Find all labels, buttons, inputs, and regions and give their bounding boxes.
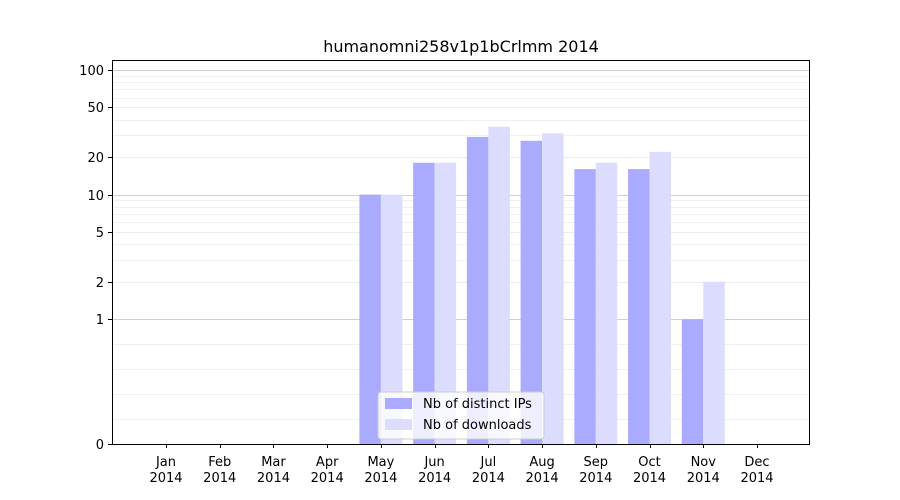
x-tick-label-month: May <box>367 455 394 470</box>
legend-box <box>377 391 545 440</box>
x-tick-label-month: Nov <box>691 455 717 470</box>
y-tick-label: 0 <box>96 438 104 453</box>
x-tick-label-month: Aug <box>529 455 554 470</box>
bar-distinct-ips <box>681 319 704 444</box>
bar-downloads <box>595 162 618 444</box>
legend-label-ips: Nb of distinct IPs <box>423 397 532 412</box>
chart-title: humanomni258v1p1bCrlmm 2014 <box>323 37 599 56</box>
x-tick-label-month: Jan <box>155 455 176 470</box>
x-tick-label-year: 2014 <box>526 471 559 486</box>
x-tick-label-year: 2014 <box>311 471 344 486</box>
x-tick-label-month: Dec <box>744 455 769 470</box>
y-tick-label: 5 <box>96 226 104 241</box>
bar-distinct-ips <box>520 140 543 444</box>
bars-layer <box>359 126 725 445</box>
x-tick-label-month: Sep <box>584 455 609 470</box>
x-axis: Jan2014Feb2014Mar2014Apr2014May2014Jun20… <box>149 444 774 486</box>
x-tick-label-year: 2014 <box>740 471 773 486</box>
x-tick-label-year: 2014 <box>418 471 451 486</box>
bar-downloads <box>703 281 725 444</box>
bar-distinct-ips <box>628 169 650 444</box>
bar-distinct-ips <box>574 169 596 444</box>
x-tick-label-year: 2014 <box>633 471 666 486</box>
legend-swatch-ips <box>385 398 412 409</box>
x-tick-label-month: Mar <box>261 455 286 470</box>
bar-distinct-ips <box>359 194 381 444</box>
x-tick-label-year: 2014 <box>203 471 236 486</box>
x-tick-label-month: Oct <box>638 455 660 470</box>
x-tick-label-year: 2014 <box>257 471 290 486</box>
x-tick-label-month: Jul <box>480 455 497 470</box>
y-tick-label: 50 <box>87 101 104 116</box>
bar-distinct-ips <box>413 162 435 444</box>
x-tick-label-year: 2014 <box>364 471 397 486</box>
y-axis: 0 1 2 5 10 20 50 100 <box>79 64 112 453</box>
bar-downloads <box>434 162 457 444</box>
x-tick-label-month: Jun <box>423 455 444 470</box>
x-tick-label-year: 2014 <box>472 471 505 486</box>
legend: Nb of distinct IPs Nb of downloads <box>377 391 545 440</box>
x-tick-label-year: 2014 <box>687 471 720 486</box>
y-tick-label: 10 <box>87 189 104 204</box>
bar-downloads <box>380 194 403 444</box>
y-tick-label: 1 <box>96 313 104 328</box>
bar-downloads <box>649 151 672 444</box>
x-tick-label-month: Apr <box>316 455 339 470</box>
x-tick-label-year: 2014 <box>579 471 612 486</box>
y-tick-label: 20 <box>87 151 104 166</box>
plot-frame <box>112 60 810 445</box>
x-tick-label-month: Feb <box>208 455 231 470</box>
bar-downloads <box>488 126 510 444</box>
y-tick-label: 2 <box>96 276 104 291</box>
y-tick-label: 100 <box>79 64 104 79</box>
legend-swatch-downloads <box>385 419 412 430</box>
bar-downloads <box>542 133 564 444</box>
legend-label-downloads: Nb of downloads <box>423 418 532 433</box>
bar-distinct-ips <box>466 136 489 445</box>
grid-layer <box>112 70 809 445</box>
x-tick-label-year: 2014 <box>149 471 182 486</box>
